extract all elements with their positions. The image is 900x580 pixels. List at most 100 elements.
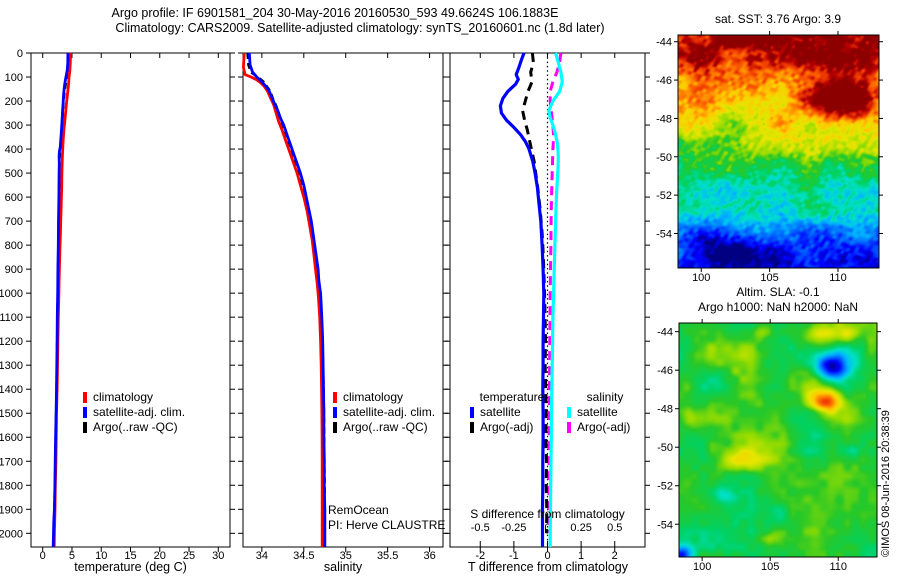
longitude-tick-label: 110 xyxy=(829,272,847,284)
legend-label: satellite-adj. clim. xyxy=(93,405,186,419)
satellite-clim-line-swatch xyxy=(83,407,87,418)
legend-header-temperature: temperature xyxy=(479,390,545,404)
salinity-axis-label: salinity xyxy=(323,560,363,574)
figure-title-line1: Argo profile: IF 6901581_204 30-May-2016… xyxy=(111,6,559,20)
s-difference-axis-label: S difference from climatology xyxy=(470,507,625,521)
depth-tick-label: 600 xyxy=(5,192,23,204)
x-tick-label: 35.5 xyxy=(377,550,398,562)
x-tick-label: 5 xyxy=(69,550,75,562)
latitude-tick-label: -52 xyxy=(656,190,672,202)
depth-tick-label: 1200 xyxy=(0,336,23,348)
latitude-tick-label: -54 xyxy=(656,228,672,240)
difference-legend-temperature: temperature satellite Argo(-adj) xyxy=(462,390,562,435)
sla-map-title: Altim. SLA: -0.1 xyxy=(736,285,820,299)
x-tick-label: 36 xyxy=(423,550,435,562)
depth-tick-label: 1100 xyxy=(0,312,23,324)
sst-map-title: sat. SST: 3.76 Argo: 3.9 xyxy=(714,12,842,26)
depth-tick-label: 200 xyxy=(5,96,23,108)
salinity-argo-adj--curve xyxy=(547,52,563,534)
x-tick-label: 15 xyxy=(124,550,136,562)
longitude-tick-label: 105 xyxy=(761,561,779,573)
x-tick-label: 1 xyxy=(578,550,584,562)
legend-item-t-argo: Argo(-adj) xyxy=(462,420,562,435)
legend-item-satellite-adj-clim: satellite-adj. clim. xyxy=(83,405,185,420)
legend-item-argo-raw: Argo(..raw -QC) xyxy=(83,420,185,435)
x-tick-label: 25 xyxy=(183,550,195,562)
figure-title-line2: Climatology: CARS2009. Satellite-adjuste… xyxy=(115,21,605,35)
salinity-satellite-curve xyxy=(547,52,564,547)
legend-label: Argo(-adj) xyxy=(480,420,534,434)
depth-tick-label: 800 xyxy=(5,240,23,252)
depth-tick-label: 700 xyxy=(5,216,23,228)
latitude-tick-label: -48 xyxy=(657,404,673,416)
latitude-tick-label: -44 xyxy=(656,37,672,49)
project-pi: PI: Herve CLAUSTRE xyxy=(328,518,446,532)
climatology-line-swatch xyxy=(83,392,87,403)
depth-tick-label: 300 xyxy=(5,120,23,132)
sst-map-image xyxy=(678,35,879,268)
project-name: RemOcean xyxy=(328,503,389,517)
argo-line-swatch xyxy=(83,422,87,433)
t-argo-line-swatch xyxy=(470,422,474,433)
climatology-curve xyxy=(241,52,324,547)
satellite-clim-line-swatch xyxy=(333,407,337,418)
x-tick-label: 35 xyxy=(340,550,352,562)
legend-item-satellite-adj-clim: satellite-adj. clim. xyxy=(333,405,435,420)
x-tick-label: 30 xyxy=(212,550,224,562)
x-tick-label: 34 xyxy=(256,550,268,562)
s-tick-label: 0.5 xyxy=(607,522,622,534)
x-tick-label: 0 xyxy=(40,550,46,562)
s-tick-label: -0.25 xyxy=(501,522,526,534)
temperature-legend: climatology satellite-adj. clim. Argo(..… xyxy=(83,390,185,435)
latitude-tick-label: -50 xyxy=(657,442,673,454)
longitude-tick-label: 100 xyxy=(692,272,710,284)
sla-map-subtitle: Argo h1000: NaN h2000: NaN xyxy=(697,300,859,314)
s-tick-label: 0.25 xyxy=(570,522,591,534)
depth-tick-label: 1800 xyxy=(0,480,23,492)
latitude-tick-label: -46 xyxy=(657,365,673,377)
depth-tick-label: 900 xyxy=(5,264,23,276)
t-difference-axis-label: T difference from climatology xyxy=(467,560,629,574)
legend-label: climatology xyxy=(343,390,404,404)
x-tick-label: 20 xyxy=(154,550,166,562)
legend-item-climatology: climatology xyxy=(333,390,435,405)
depth-tick-label: 1000 xyxy=(0,288,23,300)
depth-tick-label: 1300 xyxy=(0,360,23,372)
latitude-tick-label: -52 xyxy=(657,481,673,493)
x-tick-label: 10 xyxy=(95,550,107,562)
temperature-axis-label: temperature (deg C) xyxy=(74,560,187,574)
axes-box xyxy=(242,52,444,548)
x-tick-label: 2 xyxy=(612,550,618,562)
depth-tick-label: 1600 xyxy=(0,432,23,444)
latitude-tick-label: -44 xyxy=(657,327,673,339)
legend-label: climatology xyxy=(93,390,154,404)
x-tick-label: -2 xyxy=(475,550,485,562)
temperature-satellite-curve xyxy=(498,52,546,547)
s-tick-label: 0 xyxy=(544,522,550,534)
legend-label: satellite-adj. clim. xyxy=(343,405,436,419)
temperature-argo-adj--curve xyxy=(521,52,549,534)
depth-tick-label: 1400 xyxy=(0,384,23,396)
climatology-line-swatch xyxy=(333,392,337,403)
legend-item-s-satellite: satellite xyxy=(559,405,651,420)
legend-item-climatology: climatology xyxy=(83,390,185,405)
legend-header-salinity: salinity xyxy=(586,390,624,404)
s-satellite-line-swatch xyxy=(567,407,571,418)
legend-item-s-argo: Argo(-adj) xyxy=(559,420,651,435)
depth-tick-label: 2000 xyxy=(0,528,23,540)
map-axes-box xyxy=(678,322,878,558)
depth-tick-label: 0 xyxy=(17,48,23,60)
argo-raw-qc--curve xyxy=(246,52,327,547)
legend-label: Argo(-adj) xyxy=(577,420,631,434)
x-tick-label: -1 xyxy=(509,550,519,562)
legend-label: Argo(..raw -QC) xyxy=(93,420,178,434)
longitude-tick-label: 100 xyxy=(693,561,711,573)
depth-tick-label: 1500 xyxy=(0,408,23,420)
depth-tick-label: 500 xyxy=(5,168,23,180)
x-tick-label: 34.5 xyxy=(293,550,314,562)
depth-tick-label: 400 xyxy=(5,144,23,156)
argo-line-swatch xyxy=(333,422,337,433)
depth-tick-label: 1900 xyxy=(0,504,23,516)
